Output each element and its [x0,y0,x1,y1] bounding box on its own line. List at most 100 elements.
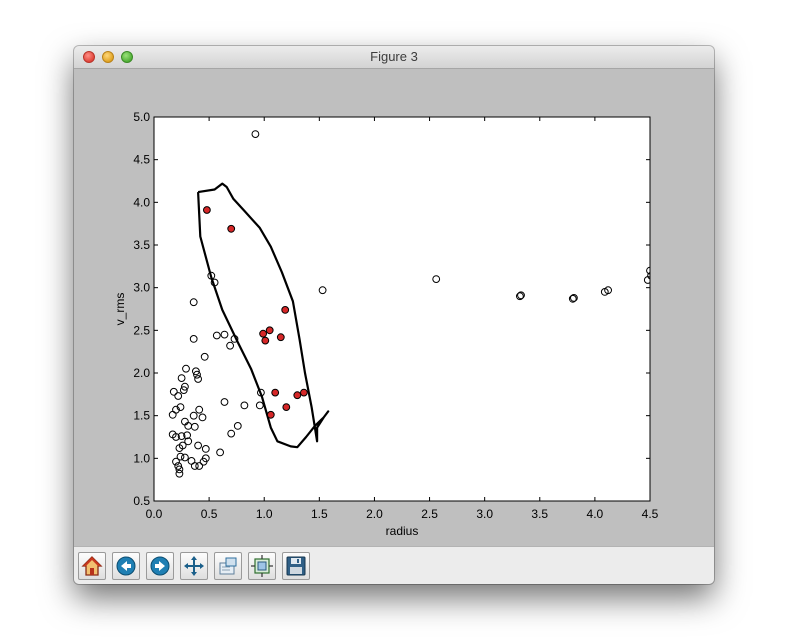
forward-button[interactable] [146,552,174,580]
boundary-curve [197,182,330,449]
data-point [176,403,185,412]
highlight-point [293,391,302,400]
move-arrows-icon [184,556,204,576]
data-point [318,286,327,295]
data-point [181,453,189,462]
data-point [251,130,260,138]
highlight-point [271,388,280,397]
data-point [201,454,210,463]
highlight-point [281,306,290,314]
y-tick-label: 4.5 [133,153,150,167]
data-point [604,286,612,295]
data-point [198,413,207,422]
close-button[interactable] [83,51,95,63]
plot-area [153,116,651,502]
data-point [174,392,183,400]
data-point [201,445,210,453]
y-tick-label: 3.0 [133,281,150,295]
figure-canvas[interactable]: 0.0 0.5 1.0 1.5 2.0 2.5 3.0 3.5 4.0 4.5 0.5 1.0 1.5 2… [74,69,714,546]
subplots-icon [251,555,273,577]
y-tick-label: 3.5 [133,238,150,252]
home-button[interactable] [78,552,106,580]
highlight-point [276,333,285,342]
y-tick-label: 4.0 [133,195,150,209]
x-tick-label: 3.5 [531,507,548,521]
data-point [177,432,186,441]
y-tick-label: 1.0 [133,451,150,465]
highlight-point [203,206,211,214]
data-point [257,388,265,397]
data-point [192,367,200,376]
data-point [432,275,441,284]
back-button[interactable] [112,552,140,580]
x-tick-label: 1.0 [256,507,273,521]
zoom-button[interactable] [214,552,242,580]
highlight-point [266,410,275,419]
x-tick-label: 4.5 [642,507,659,521]
data-point [193,370,201,379]
y-tick-label: 5.0 [133,110,150,124]
data-point [207,271,216,280]
data-point [184,437,193,446]
data-point [172,433,180,441]
x-tick-label: 1.5 [311,507,328,521]
home-icon [81,556,103,576]
data-point [200,352,209,361]
arrow-left-icon [116,556,136,576]
pan-button[interactable] [180,552,208,580]
data-point [189,298,198,307]
data-point [570,294,578,302]
save-button[interactable] [282,552,310,580]
x-tick-label: 2.0 [366,507,383,521]
arrow-right-icon [150,556,170,576]
data-point [517,291,525,300]
y-axis-label: v_rms [113,293,127,326]
data-point [175,465,184,474]
data-point [195,405,204,414]
subplots-button[interactable] [248,552,276,580]
y-tick-label: 0.5 [133,494,150,508]
data-point [177,374,186,383]
data-point [190,462,199,470]
y-tick-label: 2.5 [133,323,150,337]
data-point [647,271,650,280]
x-axis-label: radius [386,524,419,538]
minimize-button[interactable] [102,51,114,63]
data-point [227,429,236,438]
data-point [226,341,235,350]
x-tick-label: 0.0 [146,507,163,521]
navigation-toolbar [74,546,714,584]
data-point [183,431,191,440]
data-point [212,331,221,340]
data-point [233,422,242,430]
zoom-window-button[interactable] [121,51,133,63]
data-point [190,422,199,431]
scatter-plot: 0.0 0.5 1.0 1.5 2.0 2.5 3.0 3.5 4.0 4.50.51.01.52… [113,110,659,538]
data-point [181,382,189,391]
data-point [194,375,202,383]
x-tick-label: 2.5 [421,507,438,521]
highlight-point [259,329,268,338]
highlight-point [227,224,236,233]
data-point [646,266,650,275]
y-tick-label: 1.5 [133,409,150,423]
title-bar[interactable]: Figure 3 [74,46,714,69]
x-tick-label: 3.0 [476,507,493,521]
data-point [175,469,184,478]
data-point [189,335,198,343]
save-floppy-icon [286,556,306,576]
data-point [179,386,188,395]
zoom-rect-icon [219,557,237,575]
window-title: Figure 3 [370,49,418,64]
data-point [255,401,264,410]
x-tick-label: 0.5 [201,507,218,521]
data-point [182,364,190,373]
data-point [169,387,178,396]
data-point [174,462,183,470]
x-tick-label: 4.0 [587,507,604,521]
highlight-point [282,403,291,412]
data-point [568,294,577,303]
data-point [216,448,225,457]
data-point [194,441,202,450]
data-point [220,398,229,406]
